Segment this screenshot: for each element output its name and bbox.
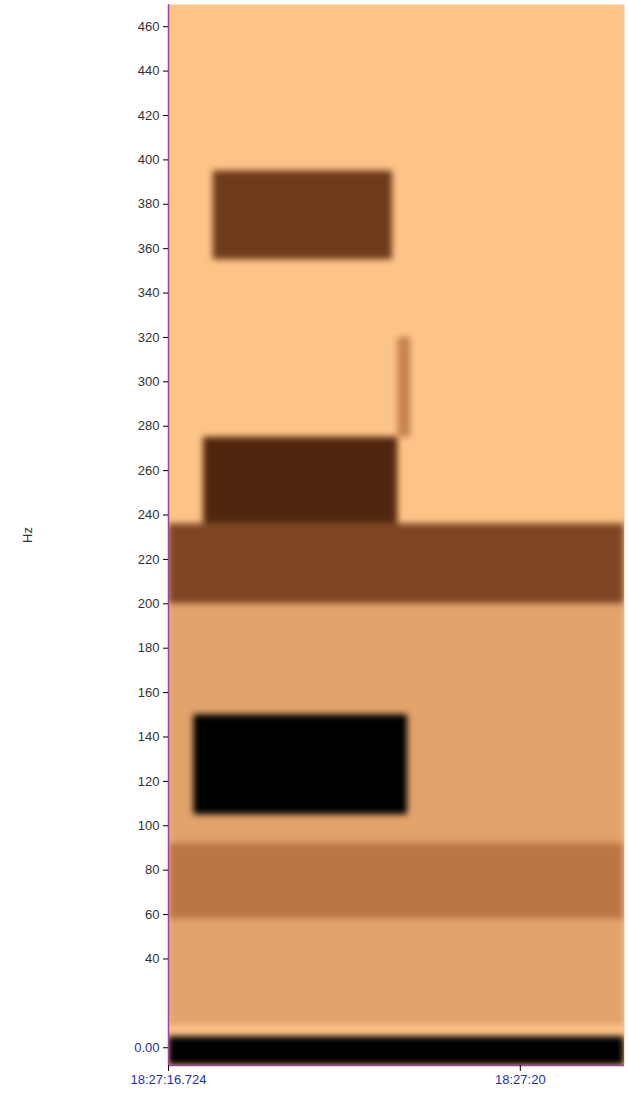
svg-text:18:27:20: 18:27:20 bbox=[495, 1072, 546, 1087]
svg-text:300: 300 bbox=[138, 374, 160, 389]
svg-text:420: 420 bbox=[138, 108, 160, 123]
svg-text:380: 380 bbox=[138, 196, 160, 211]
svg-text:260: 260 bbox=[138, 463, 160, 478]
svg-text:220: 220 bbox=[138, 552, 160, 567]
svg-text:400: 400 bbox=[138, 152, 160, 167]
svg-text:360: 360 bbox=[138, 241, 160, 256]
svg-text:160: 160 bbox=[138, 685, 160, 700]
svg-text:320: 320 bbox=[138, 330, 160, 345]
svg-text:40: 40 bbox=[145, 951, 159, 966]
svg-text:120: 120 bbox=[138, 774, 160, 789]
svg-text:Hz: Hz bbox=[20, 527, 35, 543]
svg-text:340: 340 bbox=[138, 285, 160, 300]
svg-text:200: 200 bbox=[138, 596, 160, 611]
svg-text:440: 440 bbox=[138, 63, 160, 78]
svg-text:140: 140 bbox=[138, 729, 160, 744]
svg-text:100: 100 bbox=[138, 818, 160, 833]
svg-text:460: 460 bbox=[138, 19, 160, 34]
svg-text:18:27:16.724: 18:27:16.724 bbox=[131, 1072, 207, 1087]
svg-text:280: 280 bbox=[138, 418, 160, 433]
svg-text:80: 80 bbox=[145, 862, 159, 877]
svg-text:240: 240 bbox=[138, 507, 160, 522]
svg-text:60: 60 bbox=[145, 907, 159, 922]
svg-text:180: 180 bbox=[138, 640, 160, 655]
svg-text:0.00: 0.00 bbox=[134, 1040, 159, 1055]
